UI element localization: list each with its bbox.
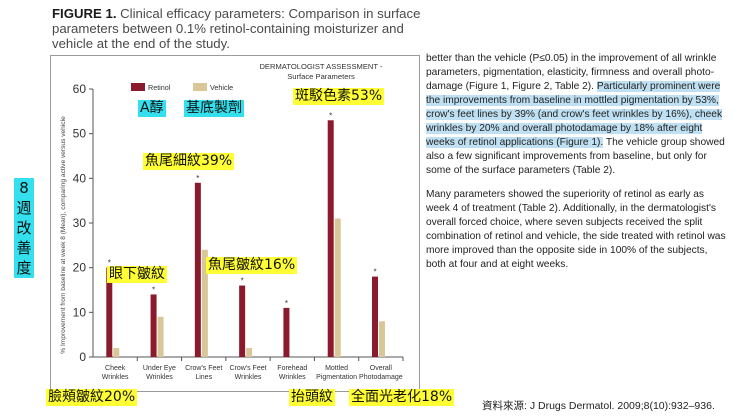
x-tick-label: Photodamage bbox=[359, 374, 403, 381]
source-citation: 資料來源: J Drugs Dermatol. 2009;8(10):932–9… bbox=[482, 400, 715, 412]
x-tick-label: Forehead bbox=[277, 365, 307, 372]
bar-vehicle bbox=[334, 218, 341, 357]
paragraph-1-start: better than the vehicle (P≤0.05) in the … bbox=[426, 53, 717, 92]
significance-marker: * bbox=[108, 259, 111, 268]
significance-marker: * bbox=[241, 277, 244, 286]
bar-retinol bbox=[327, 120, 334, 358]
annotation-retinol: A醇 bbox=[138, 100, 166, 117]
bar-vehicle bbox=[379, 321, 385, 357]
legend-label: Vehicle bbox=[210, 83, 233, 92]
significance-marker: * bbox=[196, 174, 199, 183]
figure-label: FIGURE 1. bbox=[52, 6, 117, 21]
x-tick-label: Wrinkles bbox=[235, 374, 262, 381]
bar-vehicle bbox=[157, 316, 164, 357]
article-body: better than the vehicle (P≤0.05) in the … bbox=[426, 52, 726, 282]
x-tick-label: Wrinkles bbox=[102, 374, 129, 381]
x-tick-label: Mottled bbox=[325, 365, 348, 372]
bar-chart: 0 10 20 30 40 50 60 % Improvement from baseline… bbox=[60, 62, 404, 381]
week8-char: 善 bbox=[16, 239, 32, 257]
y-tick-label: 10 bbox=[73, 305, 87, 319]
bar-retinol bbox=[150, 294, 157, 357]
y-tick-label: 60 bbox=[73, 82, 87, 96]
bar-retinol bbox=[283, 307, 290, 357]
legend-label: Retinol bbox=[148, 83, 171, 92]
figure-caption-text: Clinical efficacy parameters: Comparison… bbox=[52, 6, 421, 51]
week8-char: 8 bbox=[19, 179, 29, 197]
annotation-crows-lines: 魚尾細紋39% bbox=[143, 153, 235, 170]
x-tick-label: Crow's Feet bbox=[229, 365, 266, 372]
bar-vehicle bbox=[201, 249, 208, 357]
y-tick-label: 0 bbox=[79, 350, 86, 364]
y-tick-label: 30 bbox=[73, 216, 87, 230]
figure-caption: FIGURE 1. Clinical efficacy parameters: … bbox=[52, 6, 422, 51]
annotation-vehicle: 基底製劑 bbox=[184, 100, 244, 117]
bar-retinol bbox=[194, 182, 201, 357]
annotation-cheek: 臉頰皺紋20% bbox=[46, 389, 138, 406]
x-tick-label: Pigmentation bbox=[316, 374, 357, 381]
chart-title: DERMATOLOGIST ASSESSMENT - bbox=[259, 62, 383, 71]
x-tick-label: Overall bbox=[370, 365, 393, 372]
week8-char: 度 bbox=[16, 259, 32, 277]
significance-marker: * bbox=[373, 268, 376, 277]
annotation-mottled: 斑駁色素53% bbox=[293, 88, 385, 105]
paragraph-1: better than the vehicle (P≤0.05) in the … bbox=[426, 52, 726, 178]
chart-subtitle: Surface Parameters bbox=[287, 72, 355, 81]
week8-char: 改 bbox=[16, 219, 32, 237]
paragraph-2: Many parameters showed the superiority o… bbox=[426, 189, 726, 270]
annotation-overall: 全面光老化18% bbox=[349, 389, 455, 406]
bar-retinol bbox=[239, 285, 246, 357]
annotation-crows-wrinkles: 魚尾皺紋16% bbox=[206, 257, 298, 274]
bar-retinol bbox=[372, 276, 378, 357]
annotation-week8: 8 週 改 善 度 bbox=[14, 178, 34, 278]
x-tick-label: Wrinkles bbox=[146, 374, 173, 381]
y-tick-label: 50 bbox=[73, 127, 87, 141]
x-tick-label: Cheek bbox=[105, 365, 126, 372]
x-tick-label: Wrinkles bbox=[279, 374, 306, 381]
x-tick-label: Under Eye bbox=[143, 365, 176, 372]
y-axis-label: % Improvement from baseline at week 8 (M… bbox=[60, 116, 67, 354]
significance-marker: * bbox=[285, 299, 288, 308]
legend-swatch bbox=[131, 83, 145, 91]
week8-char: 週 bbox=[16, 199, 32, 217]
legend-swatch bbox=[193, 83, 207, 91]
bar-vehicle bbox=[246, 348, 253, 357]
x-tick-label: Crow's Feet bbox=[185, 365, 222, 372]
significance-marker: * bbox=[329, 111, 332, 120]
paragraph-1-end: The vehicle group showed also a few sign… bbox=[426, 137, 725, 176]
x-tick-label: Lines bbox=[195, 374, 212, 381]
annotation-under-eye: 眼下皺紋 bbox=[107, 266, 167, 283]
annotation-forehead: 抬頭紋 bbox=[289, 389, 335, 406]
significance-marker: * bbox=[152, 285, 155, 294]
bar-vehicle bbox=[113, 348, 120, 357]
bar-retinol bbox=[106, 267, 113, 357]
y-tick-label: 20 bbox=[73, 261, 87, 275]
y-tick-label: 40 bbox=[73, 171, 87, 185]
